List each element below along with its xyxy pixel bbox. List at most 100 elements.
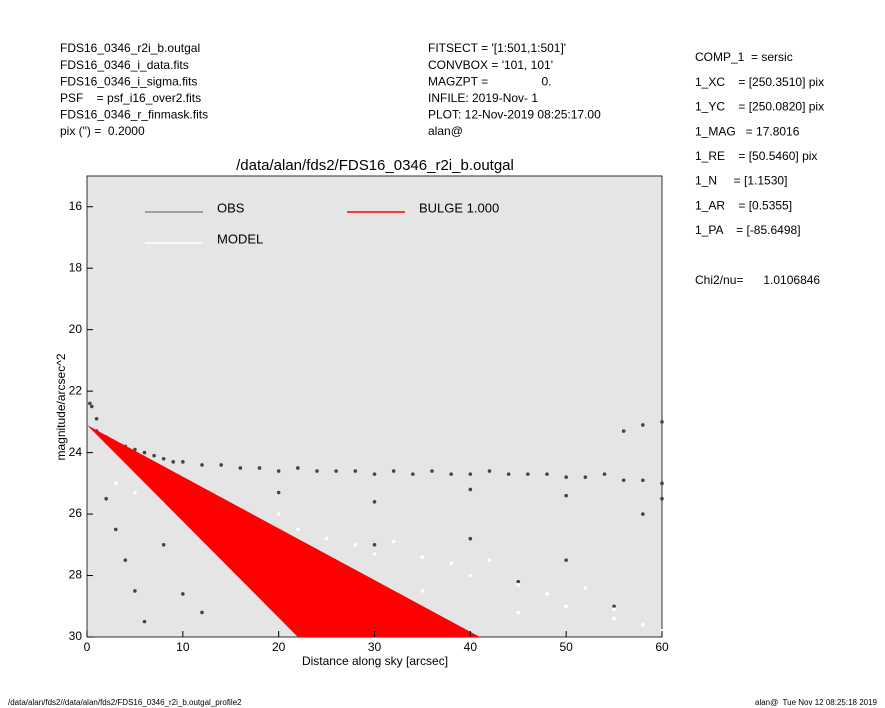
y-axis-label: magnitude/arcsec^2 [54,353,68,460]
data-point [641,478,645,483]
info-middle: INFILE: 2019-Nov- 1 [428,91,538,105]
data-point [449,561,453,566]
info-middle: MAGZPT = 0. [428,74,551,88]
data-point [420,589,425,593]
data-point [449,472,453,476]
data-point [583,586,588,590]
data-point [468,536,473,541]
info-left: FDS16_0346_r2i_b.outgal [60,41,200,55]
x-tick-label: 60 [655,640,669,654]
data-point [152,453,156,458]
data-point [89,404,94,409]
data-point [564,558,568,562]
data-point [171,460,176,464]
data-point [430,469,434,473]
info-middle: PLOT: 12-Nov-2019 08:25:17.00 [428,108,601,122]
data-point [583,475,588,479]
legend-label: OBS [217,200,245,215]
data-point [123,558,128,562]
data-point [324,536,329,541]
data-point [564,604,568,609]
x-tick-label: 50 [559,640,573,654]
info-left: pix (") = 0.2000 [60,124,145,138]
data-point [487,558,492,562]
data-point [200,610,204,615]
y-tick-label: 22 [69,383,83,397]
data-point [468,573,473,578]
data-point [276,490,281,495]
data-point [257,466,262,470]
data-point [545,592,549,596]
data-point [88,401,92,406]
footer-right: alan@ Tue Nov 12 08:25:18 2019 [755,698,878,707]
data-point [660,496,664,501]
info-right: 1_AR = [0.5355] [695,198,792,212]
info-middle: alan@ [428,124,463,138]
data-point [516,610,521,615]
data-point [142,619,147,624]
data-point [612,607,616,612]
plot-area [86,175,663,638]
data-point [487,469,492,473]
data-point [564,493,568,498]
data-point [660,629,664,633]
data-point [641,423,645,427]
info-left: FDS16_0346_r_finmask.fits [60,108,208,122]
info-left: PSF = psf_i16_over2.fits [60,91,201,105]
data-point [200,463,204,467]
x-tick-label: 20 [272,640,286,654]
data-point [372,543,377,547]
data-point [372,472,377,476]
data-point [296,527,300,532]
data-point [420,555,425,559]
info-right: 1_PA = [-85.6498] [695,223,801,237]
data-point [621,429,626,433]
x-tick-label: 10 [176,640,190,654]
data-point [142,450,147,455]
info-right: COMP_1 = sersic [695,50,793,64]
x-axis-label: Distance along sky [arcsec] [302,654,448,668]
data-point [181,460,185,464]
info-right: 1_XC = [250.3510] pix [695,75,824,89]
info-right: 1_N = [1.1530] [695,174,787,188]
data-point [219,463,223,467]
data-point [468,487,473,492]
data-point [353,469,358,473]
data-point [181,592,185,596]
data-point [133,490,137,495]
chart-title: /data/alan/fds2/FDS16_0346_r2i_b.outgal [236,157,514,174]
data-point [391,539,396,544]
data-point [276,512,281,516]
data-point [660,481,664,486]
footer-left: /data/alan/fds2//data/alan/fds2/FDS16_03… [8,698,242,707]
data-point [526,472,530,476]
y-tick-label: 24 [69,445,83,459]
data-point [372,552,377,556]
data-point [621,478,626,483]
data-point [602,472,607,476]
legend-label: BULGE 1.000 [419,200,499,215]
data-point [104,496,108,501]
legend-label: MODEL [217,231,263,246]
data-point [296,466,300,470]
y-tick-label: 28 [69,568,83,582]
x-tick-label: 0 [84,640,91,654]
y-tick-label: 30 [69,629,83,643]
data-point [353,543,358,547]
data-point [506,472,511,476]
data-point [238,466,243,470]
info-right: 1_MAG = 17.8016 [695,124,800,138]
info-right: 1_YC = [250.0820] pix [695,100,824,114]
data-point [468,472,473,476]
data-point [133,589,137,593]
data-point [641,512,645,516]
y-tick-label: 26 [69,506,83,520]
y-tick-label: 16 [69,199,83,213]
data-point [612,616,616,621]
data-point [276,469,281,473]
bulge-profile [87,424,480,637]
data-point [411,472,415,476]
info-right: 1_RE = [50.5460] pix [695,149,817,163]
data-point [334,469,338,473]
